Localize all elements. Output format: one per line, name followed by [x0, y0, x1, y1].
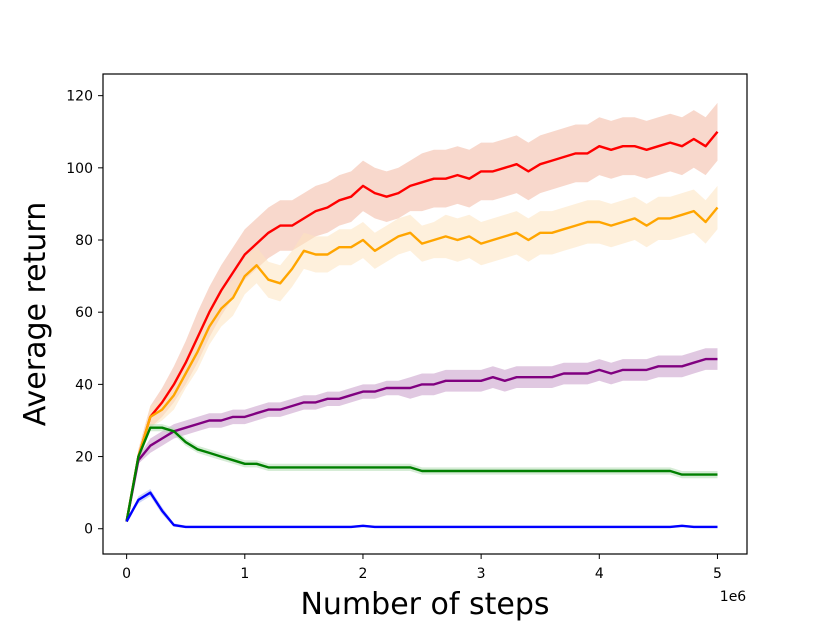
series-band-2: [126, 348, 718, 522]
x-tick-label: 3: [477, 566, 486, 582]
plot-frame: [102, 73, 748, 555]
y-axis-ticks: 0 20 40 60 80 100 120: [66, 89, 103, 538]
series-line-3: [125, 426, 718, 522]
y-tick-label: 120: [66, 89, 93, 105]
y-tick-label: 80: [75, 233, 93, 249]
x-tick-label: 4: [595, 566, 604, 582]
y-tick-label: 60: [75, 305, 93, 321]
y-tick-label: 40: [75, 377, 93, 393]
series-band-0: [126, 102, 718, 522]
series-lines: [125, 130, 719, 529]
y-tick-label: 20: [75, 450, 93, 466]
x-axis-label: Number of steps: [300, 587, 549, 622]
series-band-3: [126, 424, 718, 522]
x-tick-label: 1: [240, 566, 249, 582]
y-tick-label: 0: [84, 522, 93, 538]
x-tick-label: 2: [359, 566, 368, 582]
series-line-1: [125, 206, 719, 522]
x-tick-label: 0: [122, 566, 131, 582]
y-axis-label: Average return: [18, 202, 53, 426]
series-line-2: [125, 357, 718, 522]
x-tick-label: 5: [713, 566, 722, 582]
x-axis-ticks: 0 1 2 3 4 5: [122, 554, 722, 582]
series-band-4: [126, 489, 718, 528]
x-axis-offset-label: 1e6: [720, 589, 747, 605]
series-line-0: [125, 130, 719, 522]
series-band-1: [126, 185, 718, 522]
y-tick-label: 100: [66, 161, 93, 177]
series-line-4: [125, 491, 718, 529]
